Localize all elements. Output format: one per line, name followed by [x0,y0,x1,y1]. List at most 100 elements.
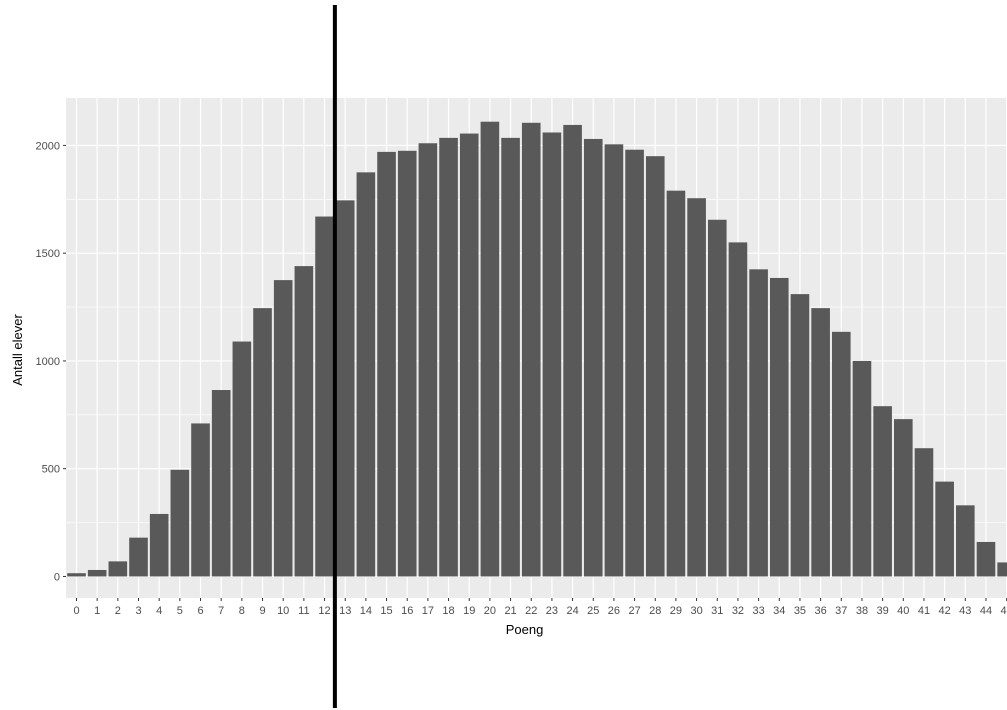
x-tick-label: 5 [177,605,183,617]
x-tick-label: 10 [277,605,289,617]
bar [294,266,314,577]
x-tick-label: 22 [525,605,537,617]
bar [976,541,996,577]
y-axis-ticks: 0 500 1000 1500 2000 [36,140,66,583]
x-tick-label: 37 [835,605,847,617]
x-tick-label: 43 [959,605,971,617]
x-tick-label: 11 [298,605,309,617]
x-tick-label: 28 [649,605,661,617]
x-tick-label: 39 [877,605,889,617]
bar [645,156,665,577]
x-tick-label: 13 [339,605,351,617]
x-tick-label: 24 [566,605,578,617]
bar [769,277,789,577]
x-tick-label: 23 [546,605,558,617]
bar [563,124,582,577]
bar [108,561,128,577]
x-tick-label: 4 [156,605,162,617]
bar [211,390,231,577]
bar [914,448,934,577]
bar [873,406,892,577]
bar [170,469,190,577]
bar [728,242,748,577]
x-tick-label: 41 [918,605,930,617]
x-tick-label: 12 [318,605,330,617]
bar [956,505,975,577]
y-tick-label: 500 [42,464,60,476]
y-axis-title: Antall elever [10,314,25,386]
bar [687,198,706,577]
bar [191,423,210,577]
x-tick-label: 40 [897,605,909,617]
bar [315,216,334,577]
x-tick-label: 14 [360,605,372,617]
x-tick-label: 34 [773,605,785,617]
bar [583,138,603,577]
x-tick-label: 17 [422,605,434,617]
bar [666,190,686,577]
x-tick-label: 0 [73,605,79,617]
x-tick-label: 6 [197,605,203,617]
x-tick-label: 15 [380,605,392,617]
x-tick-label: 27 [628,605,640,617]
bar [335,200,355,577]
bar [253,308,272,577]
x-axis-title: Poeng [506,622,544,637]
x-tick-label: 8 [239,605,245,617]
x-tick-label: 9 [259,605,265,617]
x-tick-label: 7 [218,605,224,617]
x-tick-label: 38 [856,605,868,617]
bar [707,219,727,577]
x-tick-label: 1 [94,605,100,617]
bar [87,569,107,577]
x-tick-label: 32 [732,605,744,617]
bar [129,537,148,577]
bar [459,133,479,577]
bar [997,562,1007,577]
bar [749,269,768,577]
bar [831,331,851,577]
x-tick-label: 45 [1001,605,1007,617]
y-tick-label: 2000 [36,140,60,152]
y-tick-label: 1000 [36,356,60,368]
bar [377,151,396,577]
bar [439,137,458,577]
y-tick-label: 0 [54,571,60,583]
bar [893,419,913,577]
x-tick-label: 33 [752,605,764,617]
bar [480,121,500,577]
x-tick-label: 26 [608,605,620,617]
x-tick-label: 30 [690,605,702,617]
bar [521,122,541,577]
x-tick-label: 19 [463,605,475,617]
x-tick-label: 31 [711,605,723,617]
x-tick-label: 44 [980,605,992,617]
x-tick-label: 18 [442,605,454,617]
x-tick-label: 29 [670,605,682,617]
bar [625,149,644,577]
bar [501,137,520,577]
bar [397,150,417,577]
y-tick-label: 1500 [36,248,60,260]
bar [790,294,810,577]
bar [232,341,252,577]
bar [811,308,830,577]
bar [67,573,86,577]
x-axis-ticks: 0 1 2 3 4 5 6 7 8 9 10 11 12 13 14 15 16 17 18 19 20 21 22 23 24… [73,598,1007,617]
x-tick-label: 25 [587,605,599,617]
x-tick-label: 20 [484,605,496,617]
x-tick-label: 35 [794,605,806,617]
bar [852,360,872,577]
bar [604,144,624,577]
bar [273,280,293,577]
x-tick-label: 36 [814,605,826,617]
x-tick-label: 16 [401,605,413,617]
bar [149,513,169,577]
bar [542,132,562,577]
bar [418,143,438,577]
x-tick-label: 21 [504,605,516,617]
bar [935,481,954,577]
x-tick-label: 42 [939,605,951,617]
x-tick-label: 2 [115,605,121,617]
